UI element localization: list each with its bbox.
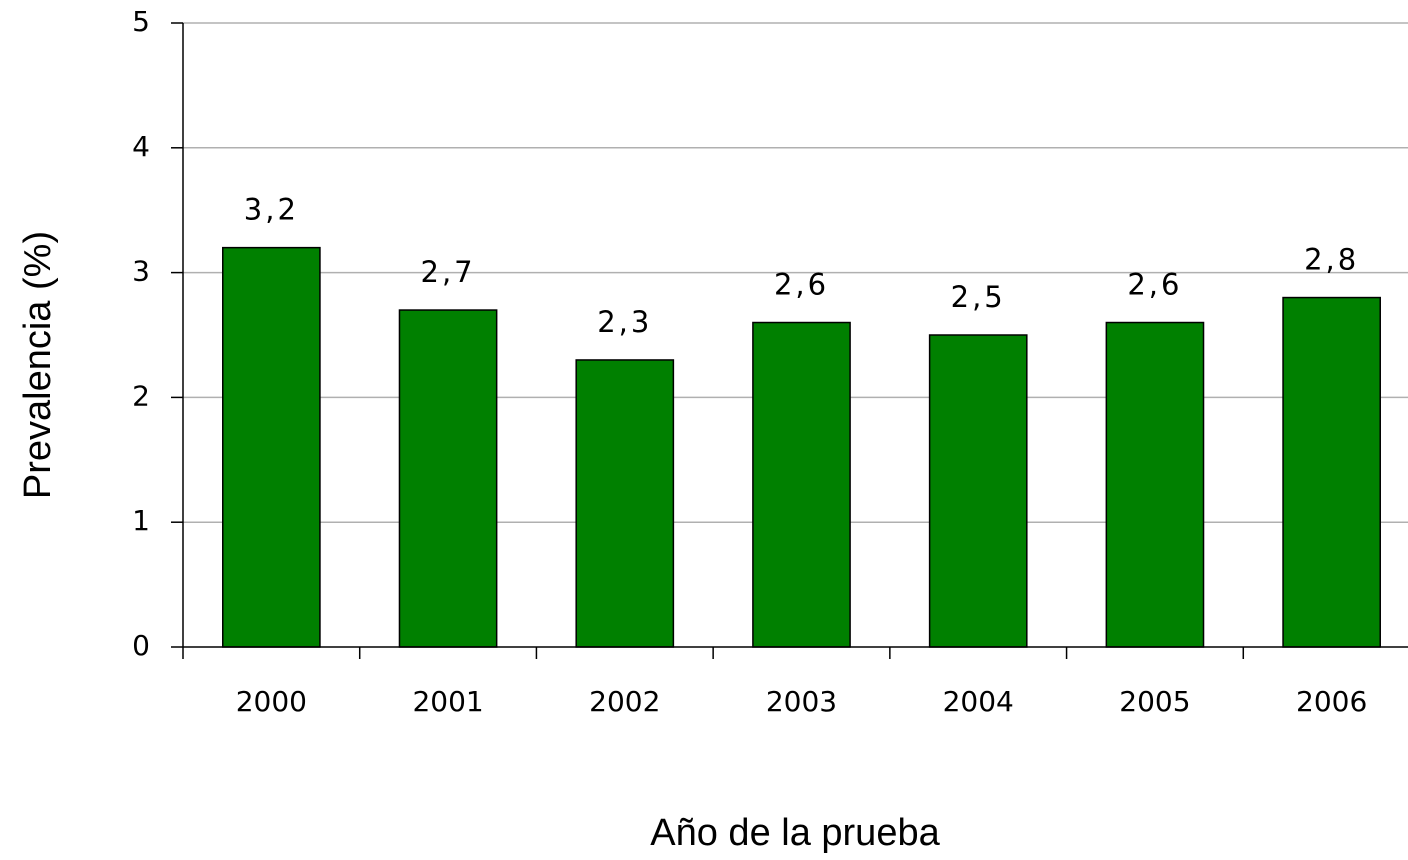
value-label: 2,8 — [1304, 243, 1359, 277]
x-tick-label: 2000 — [236, 685, 307, 718]
x-tick-label: 2006 — [1296, 685, 1367, 718]
x-tick-label: 2001 — [412, 685, 483, 718]
y-tick-label: 0 — [132, 629, 150, 662]
x-tick-label: 2005 — [1119, 685, 1190, 718]
x-tick-label: 2003 — [766, 685, 837, 718]
bar — [752, 321, 851, 648]
y-tick-label: 5 — [132, 5, 150, 38]
y-tick-label: 3 — [132, 255, 150, 288]
value-label: 2,5 — [951, 280, 1006, 314]
value-label: 2,3 — [597, 305, 652, 339]
x-tick-label: 2004 — [943, 685, 1014, 718]
value-label: 2,6 — [774, 268, 829, 302]
bar — [222, 246, 321, 648]
bar — [1105, 321, 1205, 648]
y-tick-label: 2 — [132, 379, 150, 412]
value-label: 3,2 — [244, 193, 299, 227]
value-label: 2,7 — [421, 255, 476, 289]
x-axis-title: Año de la prueba — [650, 812, 940, 854]
y-axis-title: Prevalencia (%) — [17, 231, 59, 499]
value-label: 2,6 — [1127, 268, 1182, 302]
bar — [1282, 296, 1381, 648]
x-tick-label: 2002 — [589, 685, 660, 718]
bar — [928, 334, 1028, 648]
y-tick-label: 1 — [132, 504, 150, 537]
y-tick-label: 4 — [132, 130, 150, 163]
bar — [398, 309, 498, 648]
bar — [575, 359, 675, 648]
